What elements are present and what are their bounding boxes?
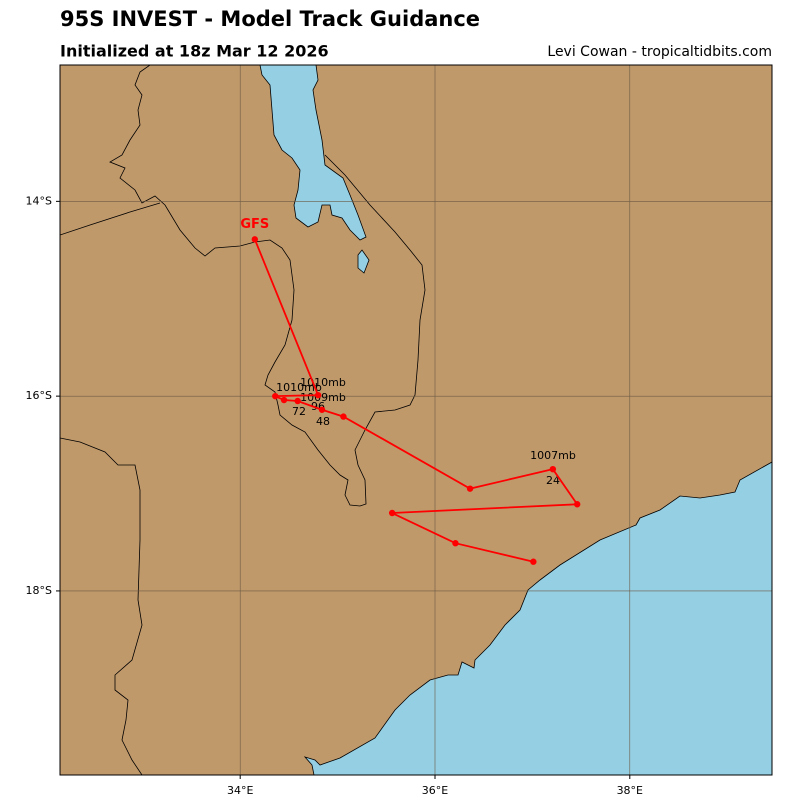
track-point bbox=[251, 236, 259, 243]
hour-label: 72 bbox=[292, 405, 306, 418]
track-point bbox=[318, 406, 326, 413]
title: 95S INVEST - Model Track Guidance bbox=[60, 7, 480, 31]
y-tick-label: 16°S bbox=[26, 389, 52, 402]
x-tick-label: 38°E bbox=[617, 784, 643, 797]
track-point bbox=[530, 558, 537, 565]
map-frame bbox=[59, 64, 773, 776]
map-area bbox=[60, 65, 772, 775]
border bbox=[109, 65, 426, 507]
y-tick-label: 18°S bbox=[26, 584, 52, 597]
track-point bbox=[549, 465, 557, 473]
subtitle: Initialized at 18z Mar 12 2026 bbox=[60, 42, 329, 61]
hour-label: 48 bbox=[316, 415, 330, 428]
borders bbox=[60, 65, 426, 775]
lake-chilwa bbox=[357, 249, 370, 274]
track-point bbox=[280, 396, 288, 404]
border bbox=[60, 437, 143, 775]
track-name: GFS bbox=[240, 217, 269, 232]
x-tick-label: 36°E bbox=[422, 784, 448, 797]
border bbox=[60, 202, 161, 236]
ocean bbox=[303, 461, 772, 775]
track-point bbox=[340, 413, 347, 420]
track-point bbox=[272, 392, 279, 400]
track-point bbox=[452, 540, 459, 547]
track-point bbox=[573, 501, 581, 508]
track-point bbox=[314, 391, 322, 399]
track-point bbox=[466, 485, 474, 492]
hour-label: 24 bbox=[546, 474, 560, 487]
lake-malawi bbox=[259, 65, 367, 241]
pressure-label: 1007mb bbox=[530, 449, 576, 462]
track-point bbox=[388, 509, 396, 517]
credit: Levi Cowan - tropicaltidbits.com bbox=[547, 44, 772, 60]
x-tick-label: 34°E bbox=[227, 784, 253, 797]
y-tick-label: 14°S bbox=[26, 194, 52, 207]
pressure-label: 1010mb bbox=[276, 381, 322, 394]
pressure-label: 1009mb bbox=[300, 391, 346, 404]
track-point bbox=[294, 397, 301, 405]
